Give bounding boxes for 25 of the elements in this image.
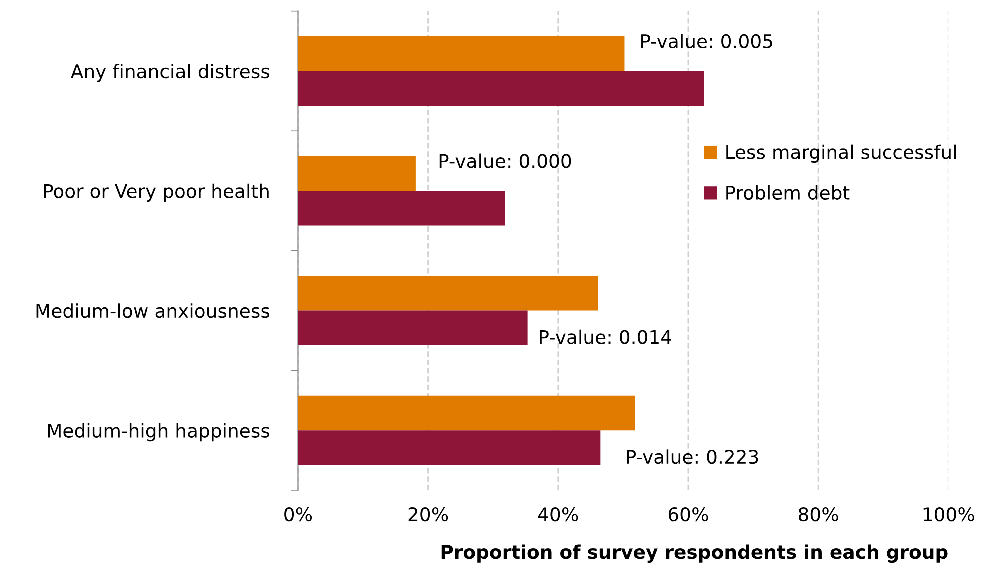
bar xyxy=(298,276,598,311)
x-axis-title: Proportion of survey respondents in each group xyxy=(442,544,948,564)
x-tick-label: 0% xyxy=(284,507,312,522)
bar xyxy=(298,396,636,431)
y-tick-label: Any financial distress xyxy=(70,64,270,82)
annotation: P-value: 0.223 xyxy=(627,450,758,464)
legend-label: Less marginal successful xyxy=(726,144,956,163)
annotation: P-value: 0.000 xyxy=(440,154,572,168)
y-tick-label: Medium-low anxiousness xyxy=(36,304,270,318)
bar xyxy=(298,156,416,192)
annotation: P-value: 0.005 xyxy=(642,34,772,49)
x-tick-label: 100% xyxy=(924,507,974,522)
bar xyxy=(298,430,601,466)
annotation: P-value: 0.014 xyxy=(540,330,672,344)
legend-label: Problem debt xyxy=(726,185,850,200)
x-tick-label: 60% xyxy=(668,507,708,522)
x-tick-label: 80% xyxy=(798,507,838,522)
y-tick-label: Poor or Very poor health xyxy=(44,184,269,202)
bar xyxy=(298,36,625,72)
bar xyxy=(298,191,506,226)
bar xyxy=(298,71,704,106)
x-tick-label: 40% xyxy=(538,507,578,522)
y-tick-label: Medium-high happiness xyxy=(48,423,270,442)
bar xyxy=(298,310,528,346)
x-tick-label: 20% xyxy=(408,507,448,522)
